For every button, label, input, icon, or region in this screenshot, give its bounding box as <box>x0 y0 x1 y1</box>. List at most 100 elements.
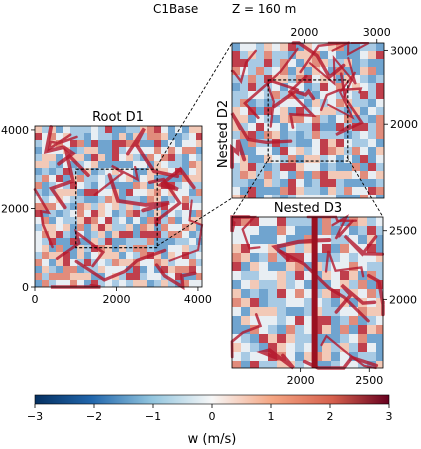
field-cell <box>304 187 312 195</box>
field-cell <box>119 182 126 189</box>
field-cell <box>376 316 383 325</box>
field-cell <box>119 126 126 133</box>
field-cell <box>376 107 384 115</box>
field-cell <box>295 262 304 271</box>
field-cell <box>105 126 112 133</box>
field-cell <box>322 289 331 298</box>
field-cell <box>360 195 368 198</box>
field-cell <box>42 252 49 259</box>
field-cell <box>358 217 367 226</box>
field-cell <box>368 115 376 123</box>
field-cell <box>91 210 98 217</box>
field-cell <box>182 238 189 245</box>
field-cell <box>352 99 360 107</box>
x-tick-label: 4000 <box>184 293 212 306</box>
field-cell <box>277 325 286 334</box>
field-cell <box>268 289 277 298</box>
field-cell <box>320 179 328 187</box>
field-cell <box>63 196 70 203</box>
field-cell <box>304 307 313 316</box>
field-cell <box>84 203 91 210</box>
field-cell <box>175 217 182 224</box>
field-cell <box>248 83 256 91</box>
field-cell <box>105 273 112 280</box>
field-cell <box>248 59 256 67</box>
field-cell <box>91 252 98 259</box>
field-cell <box>70 126 77 133</box>
colorbar-tick-label: 1 <box>268 410 275 423</box>
field-cell <box>248 147 256 155</box>
field-cell <box>196 168 202 175</box>
field-cell <box>161 189 168 196</box>
field-cell <box>367 280 376 289</box>
field-cell <box>264 171 272 179</box>
colorbar-bar <box>34 394 390 405</box>
field-cell <box>49 217 56 224</box>
field-cell <box>376 262 383 271</box>
field-cell <box>250 361 259 368</box>
field-cell <box>140 175 147 182</box>
field-cell <box>304 334 313 343</box>
field-cell <box>119 266 126 273</box>
field-cell <box>161 126 168 133</box>
field-cell <box>84 175 91 182</box>
field-cell <box>296 155 304 163</box>
field-cell <box>168 196 175 203</box>
field-cell <box>140 266 147 273</box>
field-cell <box>304 171 312 179</box>
field-cell <box>340 253 349 262</box>
field-cell <box>140 182 147 189</box>
field-cell <box>296 91 304 99</box>
field-cell <box>42 154 49 161</box>
field-cell <box>272 67 280 75</box>
field-cell <box>264 163 272 171</box>
field-cell <box>189 224 196 231</box>
field-cell <box>91 126 98 133</box>
field-cell <box>161 140 168 147</box>
field-cell <box>304 83 312 91</box>
field-cell <box>358 235 367 244</box>
field-cell <box>175 231 182 238</box>
field-cell <box>232 271 241 280</box>
field-cell <box>295 361 304 368</box>
field-cell <box>49 245 56 252</box>
root-d1-nested-box <box>75 168 158 249</box>
updraft-filament <box>279 249 370 323</box>
field-cell <box>268 361 277 368</box>
field-cell <box>286 244 295 253</box>
field-cell <box>277 253 286 262</box>
field-cell <box>49 238 56 245</box>
field-cell <box>147 189 154 196</box>
field-cell <box>91 154 98 161</box>
field-cell <box>63 224 70 231</box>
field-cell <box>196 147 202 154</box>
field-cell <box>288 75 296 83</box>
field-cell <box>328 171 336 179</box>
field-cell <box>42 259 49 266</box>
field-cell <box>352 115 360 123</box>
field-cell <box>49 259 56 266</box>
updraft-filament <box>331 214 355 240</box>
field-cell <box>154 259 161 266</box>
field-cell <box>286 271 295 280</box>
field-cell <box>154 245 161 252</box>
field-cell <box>133 147 140 154</box>
field-cell <box>295 334 304 343</box>
field-cell <box>56 224 63 231</box>
field-cell <box>367 235 376 244</box>
field-cell <box>63 231 70 238</box>
field-cell <box>182 210 189 217</box>
field-cell <box>35 210 42 217</box>
field-cell <box>84 231 91 238</box>
field-cell <box>232 226 241 235</box>
field-cell <box>296 163 304 171</box>
field-cell <box>312 91 320 99</box>
field-cell <box>168 273 175 280</box>
field-cell <box>336 187 344 195</box>
field-cell <box>256 115 264 123</box>
field-cell <box>42 161 49 168</box>
field-cell <box>196 203 202 210</box>
field-cell <box>360 123 368 131</box>
field-cell <box>280 163 288 171</box>
field-cell <box>320 195 328 198</box>
